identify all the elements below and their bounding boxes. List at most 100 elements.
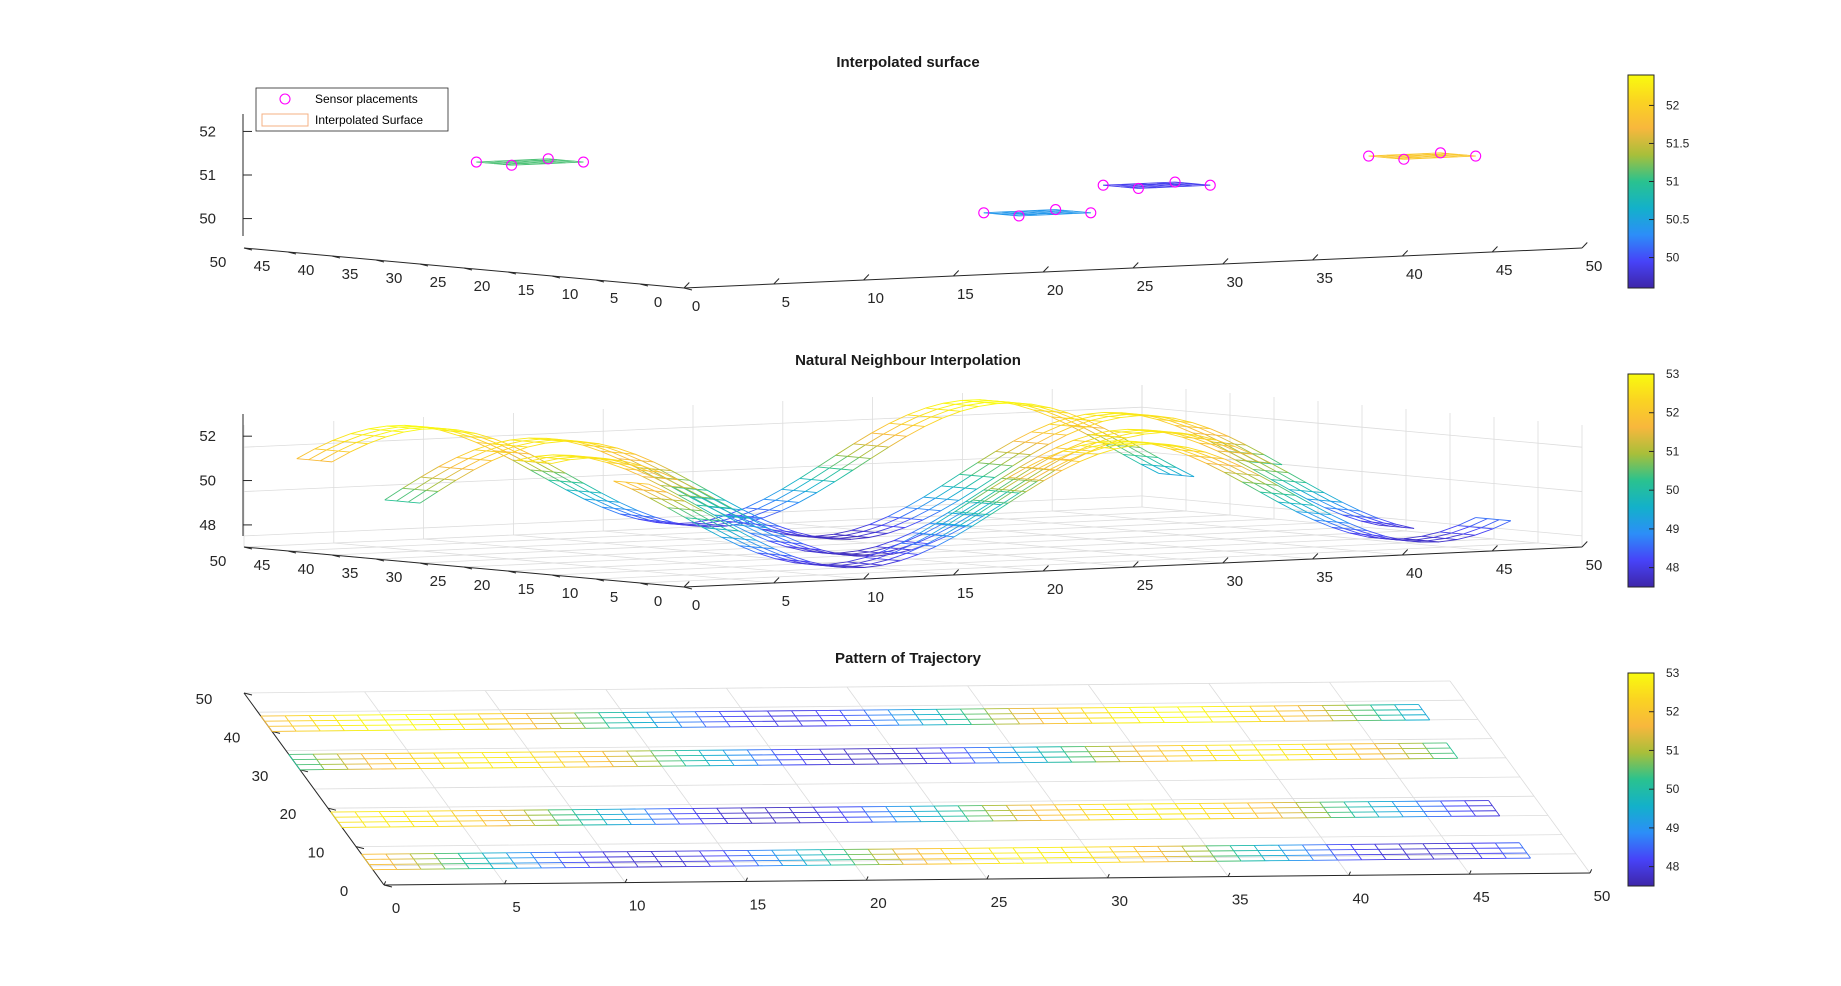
surface-mesh-segment <box>533 441 546 444</box>
surface-mesh-segment <box>755 526 774 536</box>
sensor-placement-marker <box>470 156 482 168</box>
surface-mesh-segment <box>1232 749 1238 756</box>
surface-mesh-segment <box>1342 514 1362 522</box>
surface-mesh-segment <box>1126 433 1145 439</box>
surface-mesh-segment <box>553 751 559 758</box>
surface-mesh-segment <box>864 564 883 568</box>
surface-mesh-segment <box>1019 456 1038 468</box>
surface-mesh-segment <box>474 449 487 452</box>
surface-mesh-segment <box>1336 508 1349 511</box>
surface-mesh-segment <box>674 716 679 723</box>
surface-mesh-segment <box>804 550 816 553</box>
surface-mesh-segment <box>1029 804 1035 811</box>
surface-mesh-segment <box>864 557 877 560</box>
surface-mesh-segment <box>701 496 721 508</box>
surface-mesh-segment <box>690 495 702 498</box>
surface-mesh-segment <box>1419 806 1425 812</box>
surface-mesh-segment <box>1170 448 1183 451</box>
surface-mesh-segment <box>845 534 858 537</box>
surface-mesh-segment <box>630 856 635 863</box>
surface-mesh-segment <box>650 750 655 757</box>
surface-mesh-segment <box>356 714 362 721</box>
surface-mesh-segment <box>1225 706 1230 712</box>
surface-mesh-segment <box>1182 475 1195 478</box>
surface-mesh-segment <box>868 816 874 823</box>
surface-mesh-segment <box>516 456 535 461</box>
surface-mesh-segment <box>895 719 900 726</box>
surface-mesh-segment <box>719 506 739 518</box>
surface-mesh-segment <box>316 725 321 732</box>
surface-mesh-segment <box>429 714 434 720</box>
surface-mesh-segment <box>1526 852 1531 859</box>
surface-mesh-segment <box>1020 467 1039 479</box>
surface-mesh-segment <box>819 849 824 856</box>
surface-mesh-segment <box>1204 438 1217 441</box>
surface-mesh-segment <box>793 489 806 492</box>
surface-mesh-segment <box>737 516 750 519</box>
surface-mesh-segment <box>577 490 590 493</box>
surface-mesh-segment <box>683 487 703 498</box>
surface-mesh-segment <box>1025 479 1037 482</box>
surface-mesh-segment <box>726 754 731 761</box>
surface-mesh-segment <box>1067 452 1087 461</box>
surface-mesh-segment <box>595 809 601 815</box>
surface-mesh-segment <box>626 851 632 858</box>
surface-mesh-segment <box>959 462 978 475</box>
surface-mesh-segment <box>857 550 870 553</box>
surface-mesh-segment <box>984 500 997 503</box>
surface-mesh-segment <box>851 551 870 555</box>
surface-mesh-segment <box>1217 463 1237 474</box>
surface-mesh-segment <box>637 518 650 521</box>
surface-mesh-segment <box>505 852 511 859</box>
z-tick-label: 51 <box>199 167 216 184</box>
surface-mesh-segment <box>954 499 974 513</box>
surface-mesh-segment <box>1014 490 1027 493</box>
surface-mesh-segment <box>947 757 952 764</box>
surface-mesh-segment <box>1224 471 1243 483</box>
surface-mesh-segment <box>943 853 949 860</box>
surface-mesh-segment <box>295 764 301 771</box>
surface-mesh-segment <box>392 864 398 870</box>
subplot-natural-neighbour-interpolation: Natural Neighbour Interpolation 0 5 10 15 20… <box>199 352 1679 614</box>
surface-mesh-segment <box>440 429 453 432</box>
surface-mesh-segment <box>1188 856 1194 862</box>
surface-mesh-segment <box>458 820 463 827</box>
surface-mesh-segment <box>900 533 920 544</box>
surface-mesh-segment <box>895 853 901 860</box>
surface-mesh-segment <box>1440 152 1450 155</box>
surface-mesh-segment <box>1331 514 1350 524</box>
surface-mesh-segment <box>1054 433 1067 436</box>
surface-mesh-segment <box>971 474 984 477</box>
surface-mesh-segment <box>1386 157 1396 159</box>
x-tick-mark <box>953 569 960 576</box>
surface-mesh-segment <box>1495 810 1501 817</box>
surface-mesh-segment <box>1054 804 1059 811</box>
surface-mesh-segment <box>984 402 997 405</box>
surface-mesh-segment <box>534 456 547 459</box>
surface-mesh-segment <box>540 458 559 463</box>
sensor-placement-marker <box>1050 204 1062 216</box>
legend-marker-surface-icon <box>261 113 309 127</box>
surface-mesh-segment <box>600 458 613 461</box>
surface-mesh-segment <box>781 478 800 490</box>
surface-mesh-segment <box>1386 154 1396 157</box>
surface-mesh-segment <box>744 538 757 541</box>
x-tick-label: 10 <box>629 898 646 915</box>
surface-mesh-segment <box>1074 446 1093 453</box>
y-tick-label: 50 <box>210 553 227 570</box>
surface-mesh-segment <box>1342 514 1355 517</box>
surface-mesh-segment <box>527 814 532 821</box>
surface-mesh-segment <box>815 533 834 537</box>
surface-mesh-segment <box>843 849 849 855</box>
x-tick-label: 50 <box>1594 888 1611 905</box>
surface-mesh-segment <box>548 158 558 161</box>
surface-mesh-segment <box>1015 718 1021 725</box>
surface-mesh-segment <box>633 761 639 767</box>
surface-mesh-segment <box>1254 812 1259 819</box>
surface-mesh-segment <box>1108 414 1127 417</box>
surface-mesh-segment <box>698 716 703 723</box>
surface-mesh-segment <box>1222 444 1241 454</box>
surface-mesh-segment <box>631 488 650 499</box>
surface-mesh-segment <box>829 561 848 565</box>
